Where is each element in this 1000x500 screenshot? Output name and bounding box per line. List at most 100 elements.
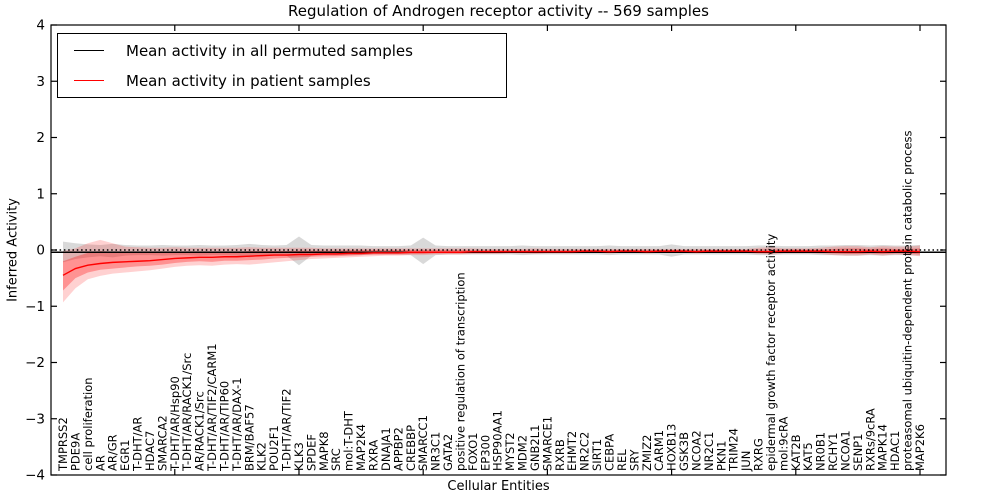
entity-label: RXRB	[553, 439, 567, 471]
bands-group	[63, 236, 920, 303]
entity-label: proteasomal ubiquitin-dependent protein …	[901, 130, 915, 471]
entity-label: HOXB13	[665, 424, 679, 471]
entity-label: MAPK8	[317, 431, 331, 471]
entity-label: SRC	[329, 448, 343, 471]
entity-label: SMARCC1	[416, 415, 430, 471]
entity-label: NCOA2	[689, 430, 703, 471]
entity-label: T-DHT/AR/Hsp90	[168, 376, 182, 472]
entity-label: RXRs/9cRA	[863, 408, 877, 471]
permuted-line-swatch	[74, 50, 104, 51]
entity-label: TRIM24	[727, 428, 741, 472]
entity-label: SENP1	[851, 434, 865, 471]
entity-label: MAPK14	[876, 424, 890, 471]
entity-label: T-DHT/AR/DAX-1	[230, 377, 244, 472]
entity-label: mol:9cRA	[776, 417, 790, 471]
entity-label: positive regulation of transcription	[453, 272, 467, 471]
entity-label: MDM2	[516, 435, 530, 471]
entity-label: RXRA	[367, 440, 381, 471]
entity-label: ZMIZ2	[640, 435, 654, 471]
y-tick-label: −3	[25, 411, 45, 427]
band-permuted-sample-range	[63, 236, 920, 266]
entity-label: EGR1	[118, 440, 132, 472]
entity-label: KAT5	[801, 442, 815, 471]
entity-label: CREBBP	[404, 425, 418, 471]
entity-label: MAP2K4	[354, 424, 368, 471]
entity-label: SMARCA2	[155, 415, 169, 471]
entity-label: HDAC1	[888, 431, 902, 471]
y-axis-label: Inferred Activity	[5, 198, 21, 302]
y-tick-label: 3	[36, 74, 45, 90]
entity-label: T-DHT/AR	[131, 417, 145, 472]
entity-label: T-DHT/AR/TIF2	[280, 388, 294, 472]
entity-label: EP300	[478, 435, 492, 471]
chart-title: Regulation of Androgen receptor activity…	[288, 2, 709, 20]
entity-label: POU2F1	[267, 425, 281, 471]
entity-label: SRY	[627, 448, 641, 471]
entity-label: CEBPA	[602, 434, 616, 471]
legend-label-patient: Mean activity in patient samples	[126, 71, 371, 90]
entity-label: KAT2B	[789, 434, 803, 471]
entity-label: PKN1	[714, 441, 728, 471]
entity-label: GSK3B	[677, 432, 691, 471]
plot-frame	[50, 24, 947, 476]
entity-label: HSP90AA1	[491, 410, 505, 471]
entity-label: NR2C1	[702, 432, 716, 471]
entity-label: NR0B1	[814, 432, 828, 471]
entity-label: NCOA1	[838, 430, 852, 471]
entity-label: T-DHT/AR/TIP60	[217, 381, 231, 472]
entity-label: REL	[615, 449, 629, 471]
legend-label-permuted: Mean activity in all permuted samples	[126, 41, 413, 60]
y-tick-label: −2	[25, 355, 45, 371]
entity-label: AR	[93, 455, 107, 471]
band-patient-sample-range-inner	[63, 248, 920, 291]
entity-label: KLK3	[292, 442, 306, 471]
y-tick-label: 2	[36, 130, 45, 146]
entity-label: T-DHT/AR/TIF2/CARM1	[205, 343, 219, 472]
entity-label: GNB2L1	[528, 425, 542, 471]
legend: Mean activity in all permuted samples Me…	[57, 33, 507, 98]
entity-label: MYST2	[503, 432, 517, 471]
entity-label: BRM/BAF57	[242, 404, 256, 471]
entity-label: CARM1	[652, 430, 666, 471]
entity-label: GATA2	[441, 434, 455, 471]
entity-label: SIRT1	[590, 439, 604, 471]
y-tick-label: 4	[36, 18, 45, 34]
band-patient-sample-range-outer	[63, 239, 920, 303]
entity-label: mol:T-DHT	[342, 410, 356, 471]
entity-label: NR3C1	[429, 432, 443, 471]
entity-label: NR2C2	[578, 432, 592, 471]
entity-label: KLK2	[255, 442, 269, 471]
y-tick-label: 0	[36, 243, 45, 259]
entity-label: EHMT2	[565, 431, 579, 471]
entity-label: SMARCE1	[540, 416, 554, 471]
entity-label: epidermal growth factor receptor activit…	[764, 234, 778, 471]
entity-label: AR/RACK1/Src	[193, 391, 207, 471]
legend-item-patient: Mean activity in patient samples	[58, 66, 506, 96]
entity-label: APPBP2	[391, 427, 405, 471]
entity-label: DNAJA1	[379, 427, 393, 471]
entity-label: cell proliferation	[81, 377, 95, 471]
entity-label: RCHY1	[826, 433, 840, 471]
y-tick-label: −1	[25, 299, 45, 315]
entity-label: T-DHT/AR/RACK1/Src	[180, 353, 194, 472]
entity-label: HDAC7	[143, 431, 157, 471]
entity-label: JUN	[739, 451, 753, 472]
entity-label: SPDEF	[304, 434, 318, 471]
patient-line-swatch	[74, 80, 104, 81]
y-tick-label: −4	[25, 468, 45, 484]
entity-label: PDE9A	[68, 433, 82, 471]
entity-label: TMPRSS2	[56, 417, 70, 472]
entity-label: MAP2K6	[913, 424, 927, 471]
series-line-1	[62, 250, 921, 276]
entity-label: RXRG	[752, 438, 766, 471]
legend-item-permuted: Mean activity in all permuted samples	[58, 36, 506, 66]
entity-label: FOXO1	[466, 433, 480, 471]
y-tick-label: 1	[36, 186, 45, 202]
x-axis-label: Cellular Entities	[447, 479, 550, 494]
entity-label: AR/GR	[106, 434, 120, 471]
ytick-labels-group: 4 3 2 1 0 −1 −2 −3 −4	[25, 18, 45, 484]
series-group	[51, 250, 946, 276]
